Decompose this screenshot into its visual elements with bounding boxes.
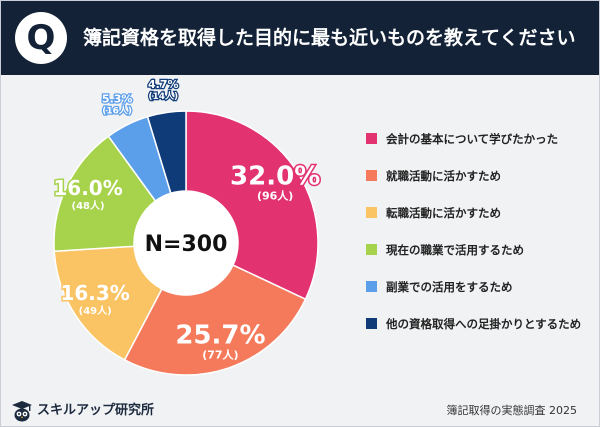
slice-percent-label-4: 16.0% (53, 176, 122, 200)
owl-graduate-icon (12, 401, 32, 422)
legend-swatch (366, 318, 377, 329)
legend-item-1: 会計の基本について学びたかった (366, 129, 596, 149)
slice-percent-label-3: 16.3% (60, 281, 129, 305)
survey-source: 簿記取得の実態調査 2025 (446, 404, 578, 417)
legend-swatch (366, 133, 377, 144)
slice-percent-label-2: 25.7% (175, 321, 265, 351)
question-title: 簿記資格を取得した目的に最も近いものを教えてください (83, 27, 576, 49)
sample-size-label: N=300 (145, 232, 228, 257)
donut-center (134, 191, 238, 295)
question-header: Q 簿記資格を取得した目的に最も近いものを教えてください (1, 1, 599, 75)
slice-count-label-1: (96人) (257, 188, 293, 202)
slice-percent-label-1: 32.0% (230, 161, 320, 191)
slice-count-label-6: (14人) (148, 90, 178, 102)
question-badge-letter: Q (26, 18, 56, 58)
legend-label: 現在の職業で活用するため (386, 243, 524, 257)
legend-item-6: 他の資格取得への足掛かりとするため (366, 314, 596, 334)
legend-label: 他の資格取得への足掛かりとするため (386, 317, 582, 331)
legend-swatch (366, 170, 377, 181)
slice-count-label-4: (48人) (72, 199, 105, 212)
legend-swatch (366, 207, 377, 218)
legend-label: 就職活動に活かすため (386, 169, 501, 183)
legend-swatch (366, 244, 377, 255)
legend-item-5: 副業での活用をするため (366, 277, 596, 297)
legend-item-4: 現在の職業で活用するため (366, 240, 596, 260)
question-badge: Q (15, 12, 67, 64)
legend-item-2: 就職活動に活かすため (366, 166, 596, 186)
slice-percent-label-6: 4.7% (148, 78, 179, 91)
brand-name: スキルアップ研究所 (37, 403, 155, 418)
slice-percent-label-5: 5.3% (102, 93, 133, 106)
legend-swatch (366, 281, 377, 292)
legend-item-3: 転職活動に活かすため (366, 203, 596, 223)
legend-label: 会計の基本について学びたかった (386, 132, 559, 146)
slice-count-label-2: (77人) (202, 348, 238, 362)
slice-count-label-5: (16人) (102, 105, 132, 117)
legend-label: 副業での活用をするため (386, 280, 513, 294)
slice-count-label-3: (49人) (79, 304, 112, 317)
legend-label: 転職活動に活かすため (386, 206, 501, 220)
